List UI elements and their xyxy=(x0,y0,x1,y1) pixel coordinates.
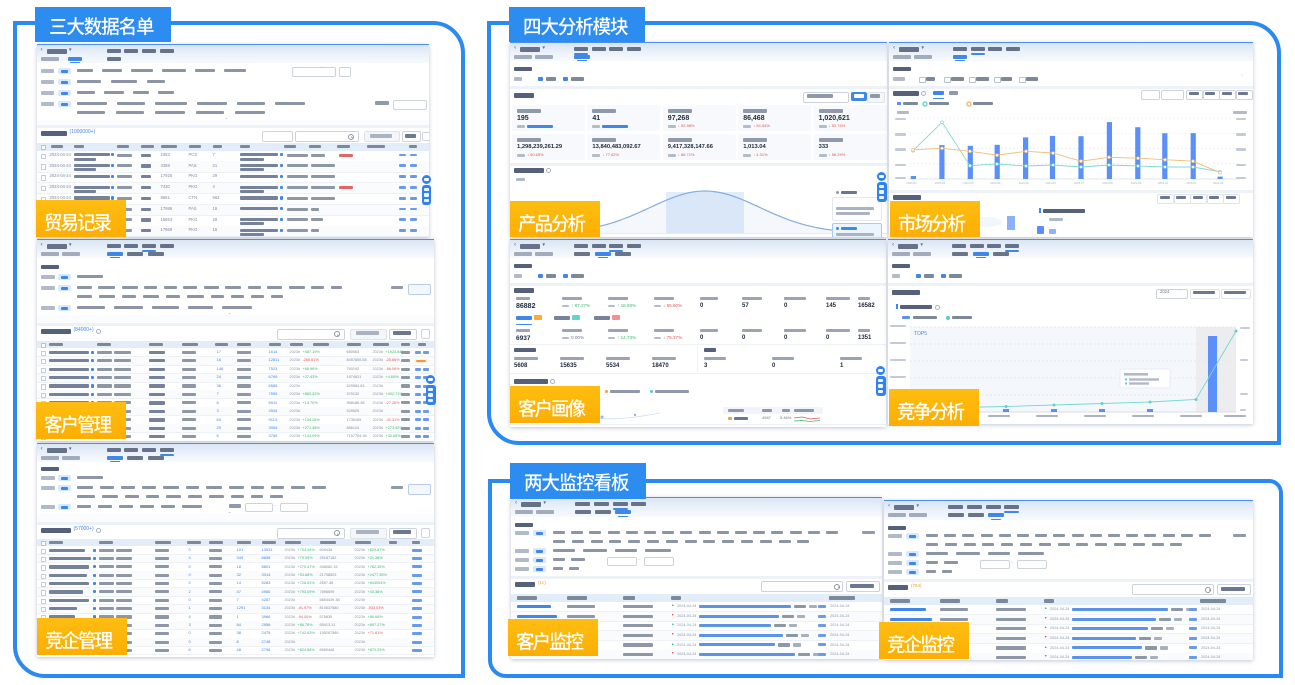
svg-text:TOP5: TOP5 xyxy=(914,331,927,337)
